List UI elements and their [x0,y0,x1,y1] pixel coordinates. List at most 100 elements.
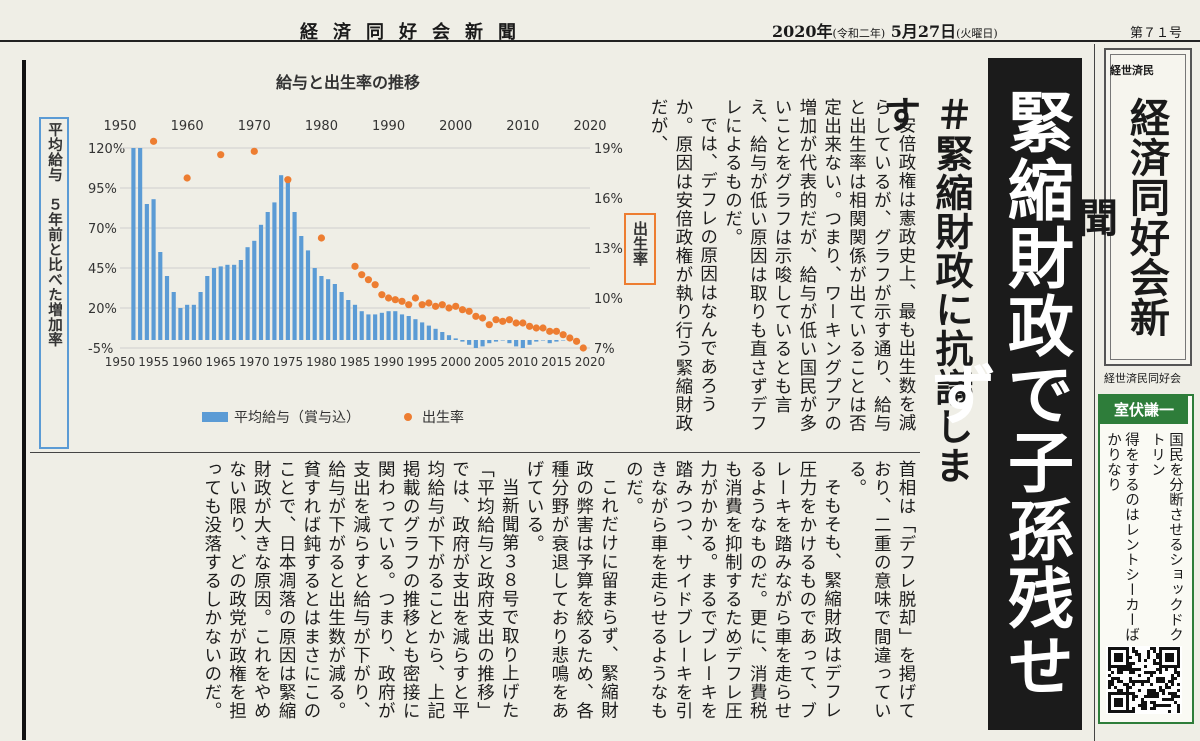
salary-bar [158,252,163,340]
salary-bar [305,250,311,340]
salary-bar [238,260,243,340]
subheadline: ＃緊縮財政に抗議します [877,95,973,485]
y-tick-label: 45% [88,262,117,277]
salary-bar [520,340,525,348]
birthrate-dot [505,316,514,324]
salary-bar [393,311,398,340]
birthrate-dot [492,316,500,324]
birthrate-dot [525,322,534,330]
birthrate-dot [358,271,366,279]
salary-bar [467,340,472,345]
publisher-name: 経世済民同好会 [1104,372,1181,385]
salary-bar [299,236,304,340]
x-tick-label: 2020 [575,355,606,369]
salary-bar [500,340,505,341]
birthrate-dot [371,281,379,289]
birthrate-dot [472,312,480,320]
x-tick-label: 2010 [508,355,539,369]
legend-dot-swatch [404,413,412,421]
salary-bar [366,314,371,340]
salary-bar [433,328,438,340]
salary-bar [272,202,277,340]
article-paragraph: 当新聞第３８号で取り上げた「平均給与と政府支出の推移」では、政府が支出を減らすと… [201,460,520,721]
birthrate-dot [183,174,191,182]
x-top-tick-label: 2010 [506,119,539,134]
salary-bar [352,304,358,340]
article-paragraph: 首相は「デフレ脱却」を掲げており、二重の意味で間違っている。 [846,460,916,721]
x-tick-label: 2005 [474,355,505,369]
birthrate-dot [351,262,359,270]
salary-bar [554,340,559,342]
chart-y2label: 出生率 [631,220,649,267]
logo-small-text: 経世済民 [1110,64,1154,77]
date-day: 5月27日 [885,22,957,41]
salary-bar [232,264,237,340]
legend-salary-label: 平均給与（賞与込） [234,410,360,426]
x-top-tick-label: 1950 [103,119,136,134]
chart-legend: 平均給与（賞与込） 出生率 [202,409,464,426]
birthrate-dot [546,327,554,335]
salary-bar [178,308,183,340]
x-tick-label: 1960 [172,355,203,369]
salary-bar [359,311,364,340]
salary-bar [144,204,149,340]
birthrate-dot [512,319,520,327]
salary-bar [279,175,284,340]
salary-bar [218,266,223,340]
salary-bar [379,312,384,340]
salary-bar [326,279,331,340]
salary-bar [151,199,156,340]
salary-bar [507,340,512,344]
birthrate-dot [539,324,547,332]
article-paragraph: では、デフレの原因はなんであろうか。原因は安倍政権が執り行う緊縮財政だが、 [648,98,718,433]
birthrate-dot [250,147,258,155]
article-bottom-column: 首相は「デフレ脱却」を掲げており、二重の意味で間違っている。 そもそも、緊縮財政… [42,460,918,736]
x-top-tick-label: 1960 [171,119,204,134]
ad-line-2: 得をするのはレントシーカーばかりなり [1105,432,1139,642]
birthrate-dots [149,137,587,352]
salary-bar [540,340,546,341]
birthrate-dot [378,291,386,299]
x-tick-label: 1970 [239,355,270,369]
birthrate-dot [384,294,393,302]
birthrate-dot [411,294,420,302]
y-tick-label: 95% [88,182,117,197]
salary-bar [346,300,351,340]
article-paragraph: これだけに留まらず、緊縮財政の弊害は予算を絞るため、各種分野が衰退しており悲鳴を… [524,460,619,721]
salary-bar [386,311,391,340]
salary-bar [487,340,492,344]
x-tick-label: 1955 [138,355,169,369]
salary-bar [332,284,337,340]
birthrate-dot [418,301,426,309]
y2-tick-label: 19% [594,142,623,157]
x-tick-label: 1990 [373,355,404,369]
article-paragraph: 安倍政権は憲政史上、最も出生数を減らしているが、グラフが示す通り、給与と出生率は… [722,98,916,433]
x-top-tick-label: 1990 [372,119,405,134]
chart-y-axis: 120% 95% 70% 45% 20% -5% [88,142,125,357]
birthrate-dot [391,296,399,304]
salary-bar [473,340,478,348]
y-tick-label: 20% [88,302,117,317]
salary-bar [426,325,431,340]
salary-bar [399,314,405,340]
headline-box [988,58,1082,730]
salary-bar [171,292,176,340]
qr-code-icon[interactable] [1106,646,1182,714]
salary-bar [514,340,519,347]
salary-bar [225,264,230,340]
salary-bar [446,335,452,340]
salary-bar [211,268,217,340]
y-tick-label: 70% [88,222,117,237]
salary-bar [406,316,411,340]
birthrate-dot [284,176,292,184]
salary-bar [138,148,143,340]
x-tick-label: 1980 [306,355,337,369]
y2-tick-label: 7% [594,342,615,357]
birthrate-dot [579,344,587,352]
salary-bar [339,292,344,340]
date-year: 2020年 [772,22,833,41]
salary-bar [493,340,499,342]
birthrate-dot [532,324,540,332]
chart-top-axis: 1950 1960 1970 1980 1990 2000 2010 2020 [103,119,606,134]
salary-bar [185,304,190,340]
